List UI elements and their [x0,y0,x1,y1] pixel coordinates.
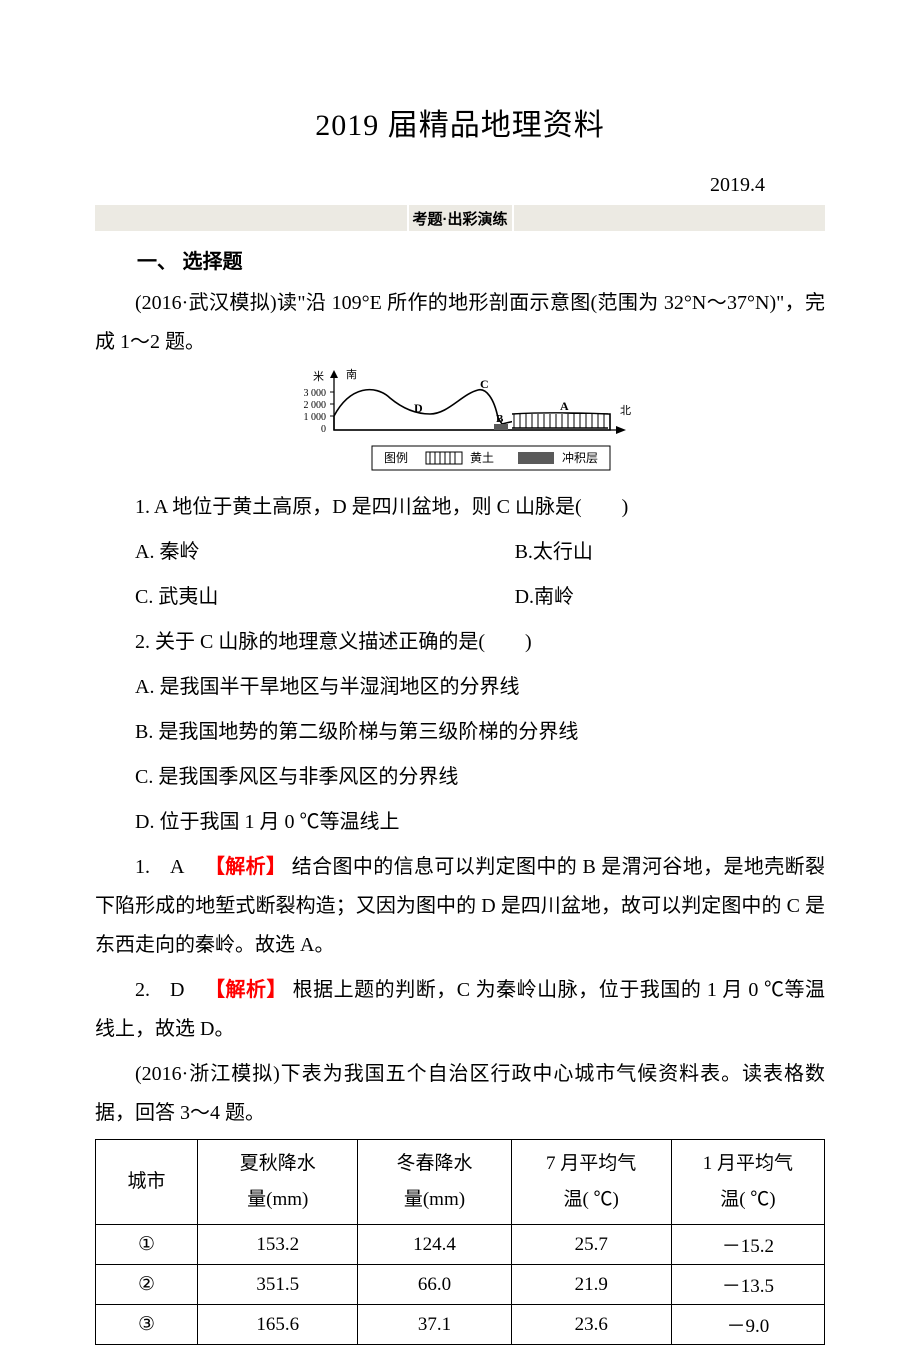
q1-row2: C. 武夷山 D.南岭 [95,578,825,617]
q2-optD: D. 位于我国 1 月 0 ℃等温线上 [95,803,825,842]
marker-B: B [496,413,504,425]
loess-hatch [512,413,608,428]
axis-unit: 米 [313,370,324,383]
ytick-0: 0 [321,424,326,435]
legend-title: 图例 [384,451,408,465]
cell: 25.7 [511,1225,671,1265]
cell: 153.2 [198,1225,358,1265]
cell: 165.6 [198,1305,358,1345]
ytick-2000: 2 000 [304,400,327,411]
page-container: 2019 届精品地理资料 2019.4 考题·出彩演练 一、 选择题 (2016… [0,0,920,1302]
th-jan-temp: 1 月平均气温( ℃) [671,1140,824,1225]
banner-right-bg [514,205,826,231]
legend-alluvium-label: 冲积层 [562,450,598,465]
marker-A: A [560,399,569,413]
ytick-1000: 1 000 [304,412,327,423]
q2-optA: A. 是我国半干旱地区与半湿润地区的分界线 [95,668,825,707]
marker-C: C [480,377,489,391]
cell: 351.5 [198,1265,358,1305]
cell: 23.6 [511,1305,671,1345]
table-row: ② 351.5 66.0 21.9 －13.5 [96,1265,825,1305]
th-winter-precip: 冬春降水量(mm) [358,1140,511,1225]
q1-optC: C. 武夷山 [95,578,475,617]
cell: 66.0 [358,1265,511,1305]
main-title: 2019 届精品地理资料 [95,100,825,144]
profile-chart-svg: 米 南 3 000 2 000 1 000 0 北 [280,368,640,478]
banner-center-label: 考题·出彩演练 [407,205,514,231]
answer-1: 1. A 【解析】 结合图中的信息可以判定图中的 B 是渭河谷地，是地壳断裂下陷… [95,848,825,965]
th-july-temp: 7 月平均气温( ℃) [511,1140,671,1225]
cell-city-2: ② [96,1265,198,1305]
q1-row1: A. 秦岭 B.太行山 [95,533,825,572]
ans1-prefix: 1. A [135,856,204,878]
north-label: 北 [620,404,631,417]
ans2-prefix: 2. D [135,979,204,1001]
table-row: ① 153.2 124.4 25.7 －15.2 [96,1225,825,1265]
cell: －9.0 [671,1305,824,1345]
q2-optB: B. 是我国地势的第二级阶梯与第三级阶梯的分界线 [95,713,825,752]
date-line: 2019.4 [95,174,825,197]
ans2-label: 【解析】 [204,979,287,1001]
table-header-row: 城市 夏秋降水量(mm) 冬春降水量(mm) 7 月平均气温( ℃) 1 月平均… [96,1140,825,1225]
cell: 37.1 [358,1305,511,1345]
q2-stem: 2. 关于 C 山脉的地理意义描述正确的是( ) [95,623,825,662]
cell: 21.9 [511,1265,671,1305]
south-label: 南 [346,368,357,381]
q1-optB: B.太行山 [475,533,825,572]
climate-table: 城市 夏秋降水量(mm) 冬春降水量(mm) 7 月平均气温( ℃) 1 月平均… [95,1139,825,1345]
cell-city-1: ① [96,1225,198,1265]
marker-D: D [414,401,423,415]
th-summer-precip: 夏秋降水量(mm) [198,1140,358,1225]
q1-optD: D.南岭 [475,578,825,617]
cell-city-3: ③ [96,1305,198,1345]
q2-optC: C. 是我国季风区与非季风区的分界线 [95,758,825,797]
table-row: ③ 165.6 37.1 23.6 －9.0 [96,1305,825,1345]
th-city: 城市 [96,1140,198,1225]
banner-row: 考题·出彩演练 [95,205,825,231]
answer-2: 2. D 【解析】 根据上题的判断，C 为秦岭山脉，位于我国的 1 月 0 ℃等… [95,971,825,1049]
cell: －15.2 [671,1225,824,1265]
q1-stem: 1. A 地位于黄土高原，D 是四川盆地，则 C 山脉是( ) [95,488,825,527]
ans1-label: 【解析】 [204,856,286,878]
cell: 124.4 [358,1225,511,1265]
intro-paragraph: (2016·武汉模拟)读"沿 109°E 所作的地形剖面示意图(范围为 32°N… [95,284,825,362]
legend-loess-label: 黄土 [470,451,494,465]
legend-loess-swatch [426,452,462,464]
section-heading: 一、 选择题 [137,245,825,274]
q1-optA: A. 秦岭 [95,533,475,572]
ytick-3000: 3 000 [304,388,327,399]
legend-alluvium-swatch [518,452,554,464]
profile-chart: 米 南 3 000 2 000 1 000 0 北 [95,368,825,478]
intro2-paragraph: (2016·浙江模拟)下表为我国五个自治区行政中心城市气候资料表。读表格数据，回… [95,1055,825,1133]
cell: －13.5 [671,1265,824,1305]
banner-left-bg [95,205,407,231]
